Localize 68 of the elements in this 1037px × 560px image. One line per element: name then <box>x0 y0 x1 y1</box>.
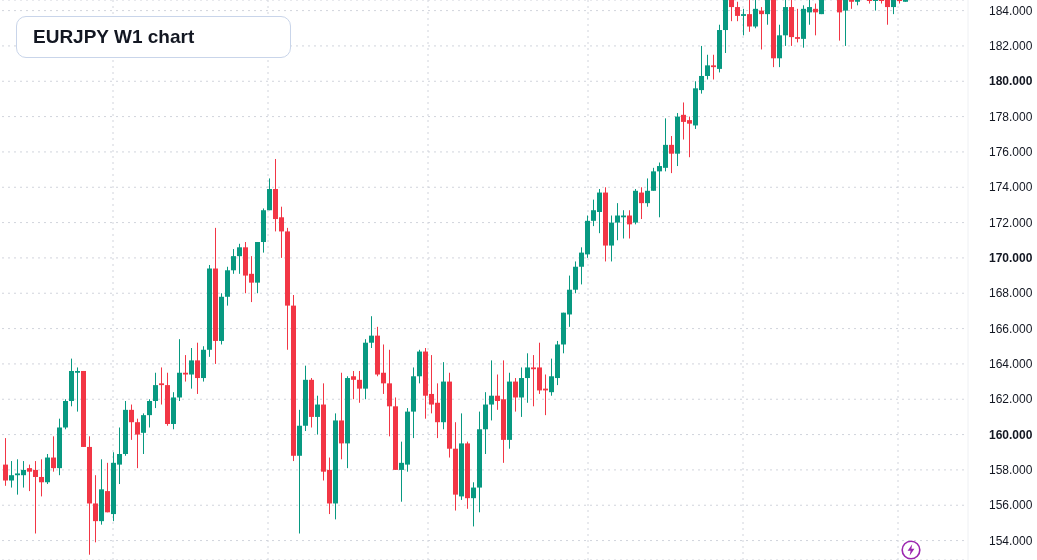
title-panel: EURJPY W1 chart <box>16 16 292 58</box>
candlestick <box>519 366 524 418</box>
candlestick <box>105 462 110 513</box>
candlestick <box>765 0 770 26</box>
candlestick <box>357 370 362 404</box>
y-tick-label: 182.000 <box>989 39 1033 54</box>
candlestick <box>387 349 392 437</box>
y-tick-label: 154.000 <box>989 533 1033 548</box>
candlestick <box>741 8 746 36</box>
candlestick <box>9 460 14 489</box>
y-tick-label: 174.000 <box>989 180 1033 195</box>
candlestick <box>513 377 518 413</box>
y-tick-label: 172.000 <box>989 215 1033 230</box>
y-tick-label: 168.000 <box>989 286 1033 301</box>
candlestick <box>729 0 734 22</box>
candlestick <box>153 372 158 409</box>
candlestick <box>705 54 710 80</box>
candlestick <box>231 248 236 275</box>
candlestick <box>873 0 878 12</box>
y-tick-label: 162.000 <box>989 392 1033 407</box>
candlestick <box>237 243 242 275</box>
candlestick <box>39 458 44 497</box>
candlestick <box>351 370 356 400</box>
y-tick-label: 160.000 <box>989 427 1033 442</box>
candlestick <box>267 177 272 211</box>
y-tick-label: 164.000 <box>989 357 1033 372</box>
candlestick <box>777 24 782 68</box>
y-tick-label: 166.000 <box>989 321 1033 336</box>
candlestick <box>747 0 752 33</box>
candlestick <box>735 1 740 22</box>
candlestick <box>147 398 152 429</box>
candlestick <box>129 404 134 441</box>
candlestick <box>897 0 902 5</box>
candlestick <box>3 437 8 487</box>
candlestick <box>753 0 758 29</box>
candlestick <box>135 418 140 469</box>
y-tick-label: 158.000 <box>989 463 1033 478</box>
candlestick <box>795 8 800 43</box>
candlestick <box>339 372 344 460</box>
candlestick <box>195 342 200 395</box>
candlestick <box>189 347 194 390</box>
candlestick <box>315 395 320 436</box>
y-tick-label: 156.000 <box>989 498 1033 513</box>
candlestick <box>843 0 848 47</box>
candlestick <box>573 260 578 294</box>
y-tick-label: 180.000 <box>989 74 1033 89</box>
y-tick-label: 184.000 <box>989 3 1033 18</box>
candlestick <box>489 359 494 421</box>
y-tick-label: 176.000 <box>989 145 1033 160</box>
candlestick <box>51 435 56 473</box>
candlestick <box>627 209 632 239</box>
candlestick <box>159 366 164 406</box>
candlestick <box>837 0 842 42</box>
candlestick <box>141 412 146 455</box>
candlestick <box>669 135 674 174</box>
candlestick <box>525 352 530 404</box>
candlestick <box>651 167 656 192</box>
candlestick <box>645 177 650 208</box>
candlestick <box>471 481 476 527</box>
y-tick-label: 170.000 <box>989 251 1033 266</box>
candlestick <box>93 474 98 543</box>
candlestick <box>183 354 188 383</box>
candlestick <box>609 215 614 262</box>
candlestick <box>867 0 872 5</box>
candlestick <box>639 186 644 220</box>
y-tick-label: 178.000 <box>989 109 1033 124</box>
candlestick <box>711 54 716 80</box>
candlestick <box>369 315 374 349</box>
